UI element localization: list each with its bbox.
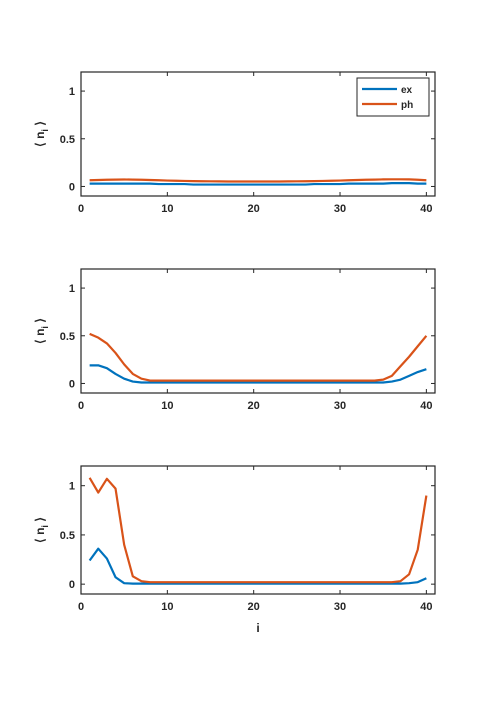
y-tick-label: 1: [69, 86, 75, 98]
x-tick-label: 10: [161, 400, 173, 412]
series-line-ph: [88, 477, 428, 584]
x-tick-label: 30: [334, 400, 346, 412]
legend-label-ph: ph: [401, 100, 413, 111]
x-tick-label: 20: [248, 400, 260, 412]
y-tick-label: 0.5: [60, 530, 75, 542]
x-tick-label: 40: [420, 601, 432, 613]
x-tick-label: 30: [334, 203, 346, 215]
subplot-1: 0 10 20 30 40 0 0.5 1 ⟨ ni ⟩ ex ph: [33, 71, 436, 215]
legend: ex ph: [356, 77, 430, 117]
y-axis-label: ⟨ ni ⟩: [33, 318, 50, 344]
y-tick-label: 1: [69, 481, 75, 493]
x-tick-label: 40: [420, 400, 432, 412]
legend-label-ex: ex: [401, 85, 413, 96]
x-tick-label: 30: [334, 601, 346, 613]
y-tick-label: 0.5: [60, 331, 75, 343]
series-line-ph: [89, 332, 428, 382]
x-tick-label: 20: [248, 203, 260, 215]
y-tick-label: 0: [69, 579, 75, 591]
x-tick-label: 10: [161, 203, 173, 215]
y-tick-label: 0: [69, 378, 75, 390]
y-tick-label: 0.5: [60, 134, 75, 146]
axes-box: [80, 268, 436, 394]
series-line-ex: [89, 182, 427, 186]
x-tick-label: 20: [248, 601, 260, 613]
y-tick-label: 0: [69, 181, 75, 193]
series-line-ex: [89, 364, 427, 384]
y-tick-label: 1: [69, 283, 75, 295]
series-line-ex: [88, 547, 427, 585]
x-tick-label: 0: [78, 203, 84, 215]
y-axis-label: ⟨ ni ⟩: [33, 121, 50, 147]
series-line-ph: [89, 178, 427, 183]
x-tick-label: 0: [78, 601, 84, 613]
axes-box: [80, 71, 436, 197]
subplot-2: 0 10 20 30 40 0 0.5 1 ⟨ ni ⟩: [33, 268, 436, 412]
x-tick-label: 0: [78, 400, 84, 412]
x-axis-label: i: [256, 621, 259, 635]
x-tick-label: 10: [161, 601, 173, 613]
y-axis-label: ⟨ ni ⟩: [33, 517, 50, 543]
subplot-3: 0 10 20 30 40 0 0.5 1 ⟨ ni ⟩ i: [33, 465, 436, 635]
x-tick-label: 40: [420, 203, 432, 215]
axes-box: [80, 465, 436, 595]
legend-box: [356, 77, 430, 117]
